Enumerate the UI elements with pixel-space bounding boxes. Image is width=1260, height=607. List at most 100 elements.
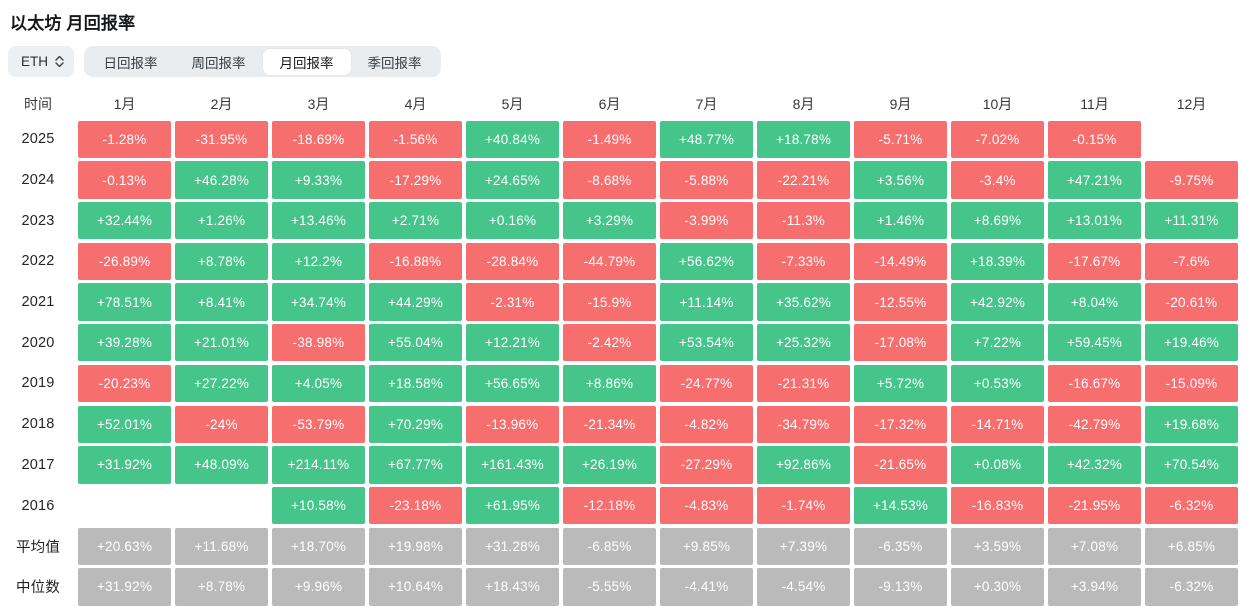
sort-updown-icon <box>55 56 64 67</box>
return-cell: -6.32% <box>1145 486 1238 525</box>
table-row: 2020 +39.28% +21.01% -38.98% +55.04% +12.21% -… <box>0 322 1240 363</box>
return-cell: +48.09% <box>175 446 268 484</box>
row-label: 平均值 <box>15 539 61 556</box>
row-label: 2021 <box>21 294 55 311</box>
tab-quarterly-return[interactable]: 季回报率 <box>351 49 439 75</box>
return-cell: +67.77% <box>369 446 462 484</box>
return-cell: +8.04% <box>1048 283 1141 321</box>
return-cell: +70.29% <box>369 405 462 443</box>
return-cell: -5.88% <box>660 161 753 199</box>
return-cell: +70.54% <box>1145 446 1238 484</box>
return-cell: +40.84% <box>466 120 559 158</box>
return-cell: +32.44% <box>78 202 171 240</box>
return-cell: +18.43% <box>466 568 559 606</box>
return-cell: +53.54% <box>660 324 753 362</box>
table-row: 2018 +52.01% -24% -53.79% +70.29% -13.96% -21.… <box>0 404 1240 445</box>
return-cell: +0.16% <box>466 202 559 240</box>
return-cell: +31.92% <box>78 568 171 606</box>
return-cell: +6.85% <box>1145 527 1238 565</box>
row-label: 2024 <box>21 172 55 189</box>
return-cell: -20.23% <box>78 364 171 403</box>
time-column-header: 时间 <box>24 95 52 112</box>
return-cell: +46.28% <box>175 161 268 199</box>
table-header-row: 时间 1月 2月 3月 4月 5月 6月 7月 8月 9月 10月 11月 12月 <box>0 88 1240 119</box>
return-cell: -20.61% <box>1145 283 1238 321</box>
return-cell: +10.58% <box>272 486 365 525</box>
row-label: 2018 <box>21 416 55 433</box>
tab-monthly-return[interactable]: 月回报率 <box>262 48 351 75</box>
return-cell: +8.78% <box>175 242 268 281</box>
tab-weekly-return-label: 周回报率 <box>191 55 246 71</box>
return-cell: -4.83% <box>660 486 753 525</box>
row-label: 中位数 <box>15 580 61 597</box>
return-cell: -5.55% <box>563 568 656 606</box>
return-cell: +3.94% <box>1048 568 1141 606</box>
return-cell: -26.89% <box>78 242 171 281</box>
return-cell: +19.46% <box>1145 324 1238 362</box>
return-cell: +18.78% <box>757 120 850 158</box>
return-cell: -17.32% <box>854 405 947 443</box>
month-header: 7月 <box>695 95 718 112</box>
return-cell: +39.28% <box>78 324 171 362</box>
return-cell: +3.29% <box>563 202 656 240</box>
return-cell: -3.4% <box>951 161 1044 199</box>
tab-daily-return[interactable]: 日回报率 <box>87 49 175 75</box>
return-cell: -38.98% <box>272 324 365 362</box>
return-cell: -9.13% <box>854 568 947 606</box>
monthly-returns-table: 时间 1月 2月 3月 4月 5月 6月 7月 8月 9月 10月 11月 12月 2025 -1.28%… <box>0 88 1260 607</box>
page-title: 以太坊 月回报率 <box>10 14 136 33</box>
return-cell: +9.85% <box>660 527 753 565</box>
month-header: 4月 <box>404 95 427 112</box>
return-cell: -2.42% <box>563 324 656 362</box>
month-header: 1月 <box>113 95 136 112</box>
return-cell: -28.84% <box>466 242 559 281</box>
return-cell: +7.39% <box>757 527 850 565</box>
coin-selector[interactable]: ETH <box>8 46 74 77</box>
row-label: 2017 <box>21 456 55 473</box>
return-cell: +1.46% <box>854 202 947 240</box>
return-cell: +7.22% <box>951 324 1044 362</box>
month-header: 2月 <box>210 95 233 112</box>
return-cell: -44.79% <box>563 242 656 281</box>
return-cell: +11.68% <box>175 527 268 565</box>
return-cell: +92.86% <box>757 446 850 484</box>
return-cell: -22.21% <box>757 161 850 199</box>
coin-selector-value: ETH <box>21 54 48 69</box>
return-cell: +25.32% <box>757 324 850 362</box>
return-cell: -5.71% <box>854 120 947 158</box>
return-cell: -21.95% <box>1048 486 1141 525</box>
return-cell: -1.74% <box>757 486 850 525</box>
return-cell: -1.28% <box>78 120 171 158</box>
return-cell: +27.22% <box>175 364 268 403</box>
return-cell: +9.33% <box>272 161 365 199</box>
tab-daily-return-label: 日回报率 <box>103 55 158 71</box>
return-cell: +19.68% <box>1145 405 1238 443</box>
return-cell: -4.41% <box>660 568 753 606</box>
tab-weekly-return[interactable]: 周回报率 <box>175 49 263 75</box>
return-cell: -6.85% <box>563 527 656 565</box>
table-row: 2017 +31.92% +48.09% +214.11% +67.77% +161.43… <box>0 445 1240 486</box>
return-cell: +13.01% <box>1048 202 1141 240</box>
month-header: 11月 <box>1080 95 1109 112</box>
return-cell: -4.82% <box>660 405 753 443</box>
return-cell: -1.56% <box>369 120 462 158</box>
table-row: 中位数 +31.92% +8.78% +9.96% +10.64% +18.43% -5.5… <box>0 567 1240 607</box>
return-cell: +8.86% <box>563 364 656 403</box>
table-row: 2025 -1.28% -31.95% -18.69% -1.56% +40.84% -1.… <box>0 119 1240 160</box>
return-cell: -18.69% <box>272 120 365 158</box>
return-cell: -17.29% <box>369 161 462 199</box>
period-tabs: 日回报率 周回报率 月回报率 季回报率 <box>84 46 441 77</box>
return-cell: +61.95% <box>466 486 559 525</box>
return-cell: -7.33% <box>757 242 850 281</box>
table-row: 2024 -0.13% +46.28% +9.33% -17.29% +24.65% -8.… <box>0 160 1240 201</box>
return-cell: -0.13% <box>78 161 171 199</box>
return-cell: -7.6% <box>1145 242 1238 281</box>
return-cell: -16.67% <box>1048 364 1141 403</box>
return-cell: -21.31% <box>757 364 850 403</box>
return-cell: -1.49% <box>563 120 656 158</box>
return-cell: +18.58% <box>369 364 462 403</box>
return-cell: +56.65% <box>466 364 559 403</box>
table-row: 2016 +10.58% -23.18% +61.95% -12.18% -4.83% -1… <box>0 485 1240 526</box>
return-cell: -12.18% <box>563 486 656 525</box>
return-cell: -42.79% <box>1048 405 1141 443</box>
